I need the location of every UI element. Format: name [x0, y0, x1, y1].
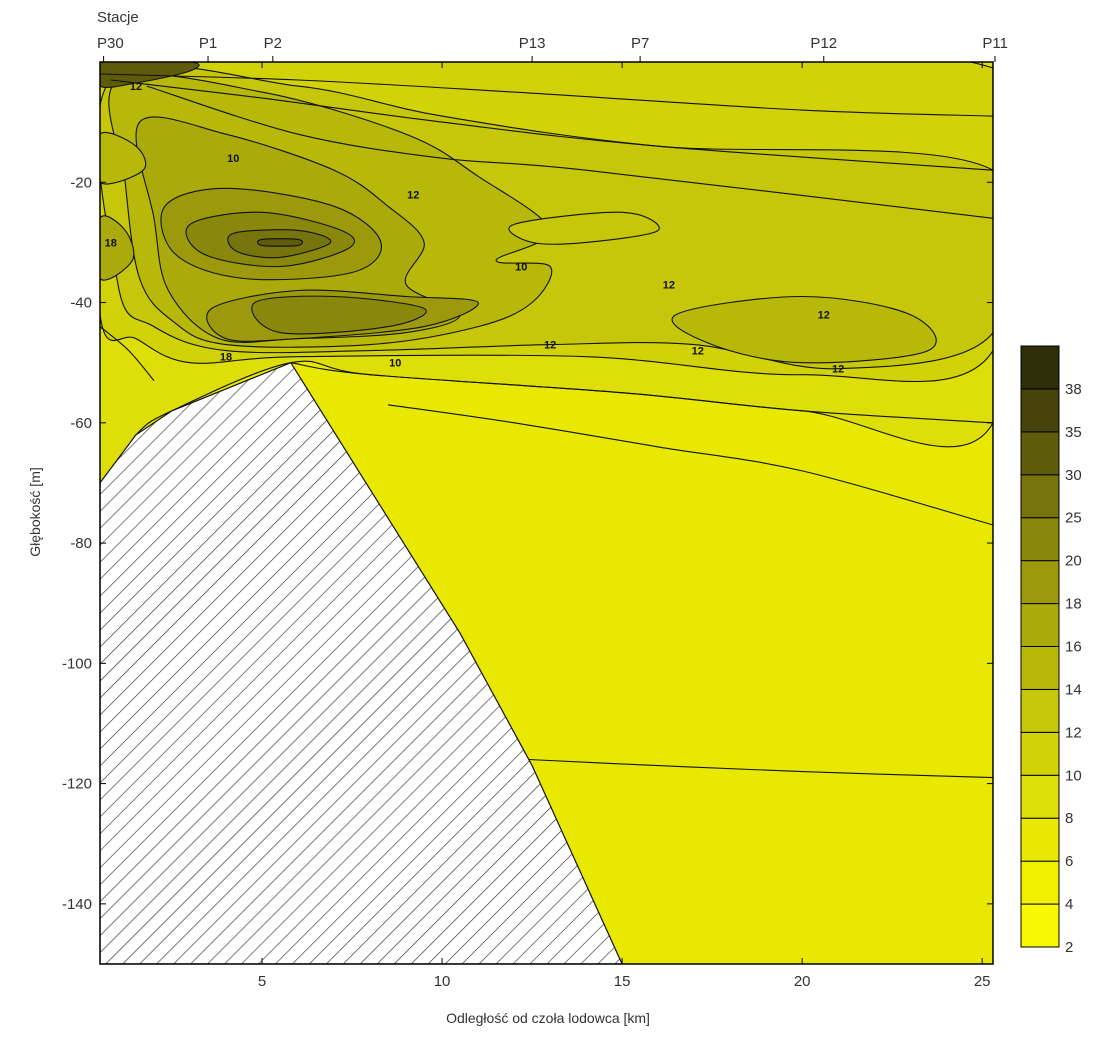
- y-axis-title: Głębokość [m]: [27, 467, 43, 556]
- colorbar-swatch: [1020, 388, 1060, 433]
- contour-band-14: [100, 132, 147, 185]
- station-label: P11: [982, 35, 1008, 52]
- contour-band-20: [251, 295, 427, 335]
- contour-band-16: [100, 215, 135, 281]
- colorbar-swatch: [1020, 345, 1060, 390]
- contour-label: 10: [515, 261, 527, 273]
- colorbar-swatch: [1020, 431, 1060, 476]
- colorbar-label: 16: [1065, 639, 1082, 656]
- contour-band-14: [671, 295, 937, 364]
- contour-band-30: [256, 238, 304, 247]
- plot-frame: [99, 61, 994, 965]
- contour-label: 18: [105, 237, 117, 249]
- contour-labels: 12 10 12 18 10 12 12 12 12 12 10 18: [105, 81, 845, 376]
- x-tick-label: 25: [974, 973, 991, 990]
- contour-line: [110, 79, 993, 171]
- contour-line: [100, 326, 155, 382]
- axes: 5 10 15 20 25 -20 -40 -60 -80 -100 -120 -140: [62, 62, 993, 990]
- contour-label: 12: [663, 279, 675, 291]
- x-axis-title: Odległość od czoła lodowca [km]: [446, 1010, 650, 1026]
- colorbar-swatch: [1020, 517, 1060, 562]
- contour-fills: [100, 62, 993, 964]
- colorbar-label: 38: [1065, 381, 1082, 398]
- seafloor-hatch: [100, 361, 623, 964]
- colorbar-label: 14: [1065, 681, 1082, 698]
- colorbar-swatch: [1020, 560, 1060, 605]
- contour-label: 12: [130, 81, 142, 93]
- y-tick-label: -80: [70, 535, 92, 552]
- colorbar-swatch: [1020, 603, 1060, 647]
- contour-label: 12: [407, 189, 419, 201]
- contour-line: [146, 85, 993, 219]
- seafloor-mask: [100, 361, 623, 964]
- colorbar-swatch: [1020, 474, 1060, 519]
- station-label: P13: [519, 35, 546, 52]
- contour-line: [388, 404, 993, 526]
- contour-line: [528, 758, 993, 779]
- colorbar: 2 4 6 8 10 12 14 16 18 20 25 30 35 38: [1020, 345, 1082, 956]
- y-tick-label: -120: [62, 776, 92, 793]
- colorbar-label: 25: [1065, 510, 1082, 527]
- colorbar-label: 20: [1065, 553, 1082, 570]
- contour-label: 10: [389, 358, 401, 370]
- contour-band-12: [508, 211, 660, 245]
- colorbar-swatch: [1020, 731, 1060, 776]
- y-tick-label: -140: [62, 896, 92, 913]
- colorbar-swatch: [1020, 774, 1060, 819]
- contour-label: 10: [227, 153, 239, 165]
- station-label: P30: [97, 35, 124, 52]
- contour-lines: [100, 73, 993, 779]
- x-tick-label: 10: [434, 973, 451, 990]
- x-tick-label: 15: [614, 973, 631, 990]
- colorbar-label: 6: [1065, 853, 1073, 870]
- contour-label: 12: [818, 310, 830, 322]
- colorbar-label: 4: [1065, 896, 1073, 913]
- colorbar-label: 18: [1065, 596, 1082, 613]
- colorbar-swatch: [1020, 817, 1060, 862]
- colorbar-swatch: [1020, 646, 1060, 690]
- y-tick-label: -60: [70, 415, 92, 432]
- colorbar-swatch: [1020, 903, 1060, 948]
- x-tick-label: 20: [794, 973, 811, 990]
- colorbar-label: 35: [1065, 424, 1082, 441]
- contour-label: 12: [692, 346, 704, 358]
- station-label: P12: [810, 35, 837, 52]
- y-tick-label: -20: [70, 174, 92, 191]
- stations-title: Stacje: [97, 9, 139, 26]
- contour-label: 18: [220, 352, 232, 364]
- colorbar-label: 12: [1065, 724, 1082, 741]
- station-label: P2: [264, 35, 282, 52]
- stations-axis: Stacje P30 P1 P2 P13 P7 P12 P11: [97, 9, 1008, 62]
- x-tick-label: 5: [258, 973, 266, 990]
- colorbar-label: 8: [1065, 810, 1073, 827]
- contour-label: 12: [544, 340, 556, 352]
- y-tick-label: -40: [70, 295, 92, 312]
- colorbar-label: 30: [1065, 467, 1082, 484]
- colorbar-swatch: [1020, 688, 1060, 733]
- colorbar-swatch: [1020, 860, 1060, 905]
- contour-label: 12: [832, 364, 844, 376]
- station-label: P7: [631, 35, 649, 52]
- y-tick-label: -100: [62, 655, 92, 672]
- contour-line: [290, 362, 993, 424]
- colorbar-label: 2: [1065, 939, 1073, 956]
- station-label: P1: [199, 35, 217, 52]
- colorbar-label: 10: [1065, 767, 1082, 784]
- contour-line: [100, 73, 993, 117]
